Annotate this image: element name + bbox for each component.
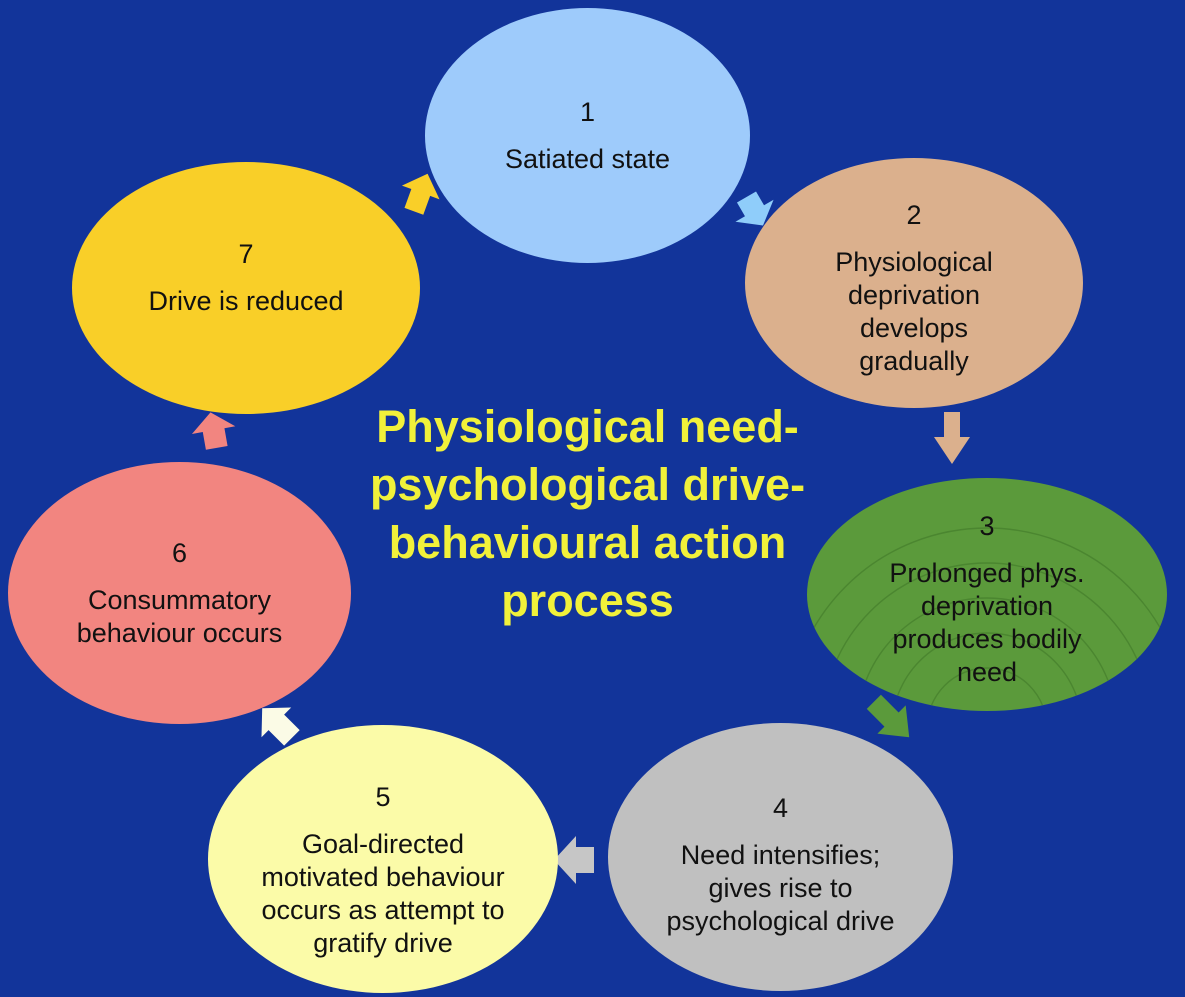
arrow-7-to-1 xyxy=(401,173,440,215)
stage-1-text: Satiated state xyxy=(504,143,671,174)
stage-1-satiated-state: 1 Satiated state xyxy=(425,8,750,263)
diagram-title: Physiological need- psychological drive-… xyxy=(340,398,835,630)
title-line-4: process xyxy=(501,575,674,626)
stage-4-text: Need intensifies; gives rise to psycholo… xyxy=(666,840,895,936)
stage-5-goal-directed-behaviour: 5 Goal-directed motivated behaviour occu… xyxy=(208,725,558,993)
stage-4-psychological-drive: 4 Need intensifies; gives rise to psycho… xyxy=(608,723,953,991)
stage-6-consummatory-behaviour: 6 Consummatory behaviour occurs xyxy=(8,462,351,724)
arrow-1-to-2 xyxy=(735,191,774,226)
stage-1-number: 1 xyxy=(579,96,596,127)
stage-2-number: 2 xyxy=(906,199,922,230)
stage-3-number: 3 xyxy=(979,511,995,541)
stage-5-text: Goal-directed motivated behaviour occurs… xyxy=(261,828,505,958)
stage-6-number: 6 xyxy=(171,537,188,568)
stage-3-text: Prolonged phys. deprivation produces bod… xyxy=(889,558,1085,687)
arrow-4-to-5 xyxy=(554,836,594,884)
stage-6-text: Consummatory behaviour occurs xyxy=(76,584,283,648)
arrow-2-to-3 xyxy=(934,412,970,464)
stage-4-number: 4 xyxy=(772,793,789,823)
arrow-6-to-7 xyxy=(191,412,236,450)
stage-3-bodily-need: 3 Prolonged phys. deprivation produces b… xyxy=(807,478,1167,711)
title-line-3: behavioural action xyxy=(388,517,787,568)
stage-7-drive-reduced: 7 Drive is reduced xyxy=(72,162,420,414)
stage-7-text: Drive is reduced xyxy=(148,286,344,316)
stage-5-number: 5 xyxy=(375,781,391,812)
stage-2-text: Physiological deprivation develops gradu… xyxy=(835,246,993,376)
stage-7-number: 7 xyxy=(238,239,254,269)
stage-2-physiological-deprivation: 2 Physiological deprivation develops gra… xyxy=(745,158,1083,408)
arrow-5-to-6 xyxy=(261,707,300,746)
title-line-2: psychological drive- xyxy=(369,459,806,510)
title-line-1: Physiological need- xyxy=(376,401,799,452)
